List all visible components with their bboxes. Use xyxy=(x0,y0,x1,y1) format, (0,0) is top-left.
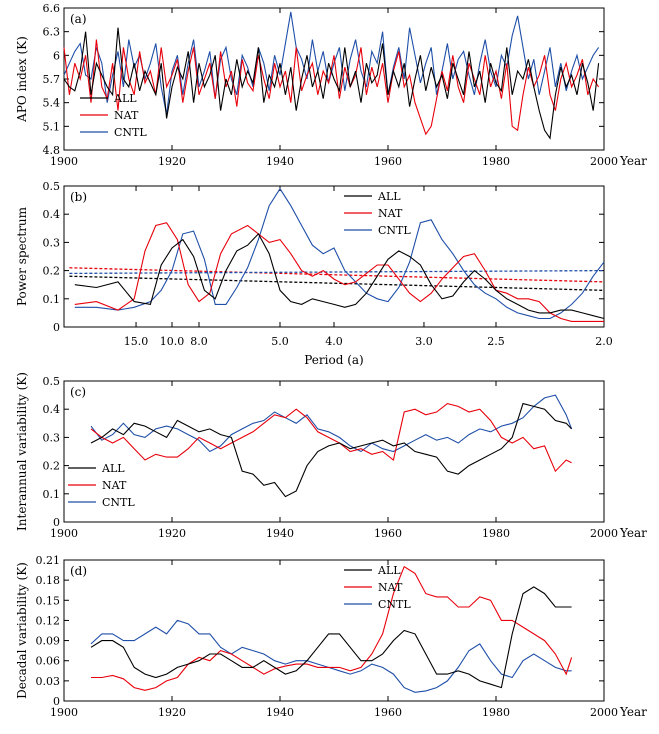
x-tick-label: 1940 xyxy=(266,155,294,168)
series-line-nat xyxy=(74,222,604,322)
series-line-cntl xyxy=(63,11,600,115)
panel-1: 0 0.1 0.2 0.3 0.4 0.5 15.0 10.0 8.0 5.0 4.0 3.0 2.5 2… xyxy=(15,180,613,367)
x-tick-label: 1920 xyxy=(158,155,186,168)
x-tick-label: 15.0 xyxy=(124,335,149,348)
x-tick-label: 1960 xyxy=(374,527,402,540)
plot-frame xyxy=(63,559,605,702)
legend-label-cntl: CNTL xyxy=(378,224,411,237)
y-axis-label: Decadal variability (K) xyxy=(15,562,29,699)
x-tick-label: 5.0 xyxy=(271,335,289,348)
y-tick-label: 0.5 xyxy=(43,375,61,388)
x-tick-label: 1920 xyxy=(158,706,186,719)
series-line-nat xyxy=(90,402,572,473)
y-tick-label: 0.4 xyxy=(43,403,61,416)
x-tick-label: 1980 xyxy=(482,155,510,168)
x-tick-label: 1900 xyxy=(50,155,78,168)
panel-3: 0 0.03 0.06 0.09 0.12 0.15 0.18 0.21 1900 1920 194… xyxy=(15,554,647,719)
legend-label-cntl: CNTL xyxy=(102,496,135,509)
x-tick-label: 2000 xyxy=(590,155,618,168)
x-tick-label: 1900 xyxy=(50,527,78,540)
x-tick-label: 4.0 xyxy=(325,335,343,348)
x-axis-label: Year xyxy=(619,154,647,168)
y-tick-label: 5.7 xyxy=(43,73,61,86)
y-tick-label: 0.2 xyxy=(43,265,61,278)
y-axis-label: APO index (K) xyxy=(15,36,29,123)
panel-label: (a) xyxy=(70,12,87,26)
x-tick-label: 1940 xyxy=(266,527,294,540)
x-tick-label: 1900 xyxy=(50,706,78,719)
plot-frame xyxy=(63,380,605,523)
panel-2: 0 0.1 0.2 0.3 0.4 0.5 1900 1920 1940 1960 1980 2000… xyxy=(15,372,647,540)
y-tick-label: 6.3 xyxy=(43,26,61,39)
series-line-cntl xyxy=(90,394,573,453)
panel-label: (b) xyxy=(70,190,87,204)
y-tick-label: 0 xyxy=(53,516,60,529)
series-line-all xyxy=(63,27,600,140)
significance-line-nat xyxy=(69,267,605,283)
y-tick-label: 0.5 xyxy=(43,180,61,193)
y-tick-label: 6 xyxy=(53,49,60,62)
x-tick-label: 1980 xyxy=(482,527,510,540)
y-tick-label: 0.12 xyxy=(36,614,61,627)
series-line-all xyxy=(90,402,572,498)
plot-frame xyxy=(63,185,605,328)
legend-label-all: ALL xyxy=(101,462,125,475)
y-axis-label: Power spectrum xyxy=(15,206,29,306)
y-tick-label: 0.15 xyxy=(36,594,61,607)
legend-label-nat: NAT xyxy=(378,581,403,594)
y-tick-label: 0.4 xyxy=(43,208,61,221)
y-tick-label: 0.2 xyxy=(43,460,61,473)
x-axis-label: Period (a) xyxy=(304,353,363,367)
y-tick-label: 0 xyxy=(53,321,60,334)
series-line-cntl xyxy=(90,619,572,693)
y-tick-label: 0.1 xyxy=(43,293,61,306)
y-tick-label: 0.3 xyxy=(43,236,61,249)
x-tick-label: 10.0 xyxy=(160,335,185,348)
y-tick-label: 6.6 xyxy=(43,2,61,15)
legend-label-nat: NAT xyxy=(114,109,139,122)
series-line-nat xyxy=(91,565,573,691)
y-tick-label: 4.8 xyxy=(43,144,61,157)
x-tick-label: 2.0 xyxy=(595,335,613,348)
panel-0: 4.8 5.1 5.4 5.7 6 6.3 6.6 1900 1920 1940 1960 1980 2… xyxy=(15,2,647,168)
x-tick-label: 2.5 xyxy=(487,335,505,348)
x-tick-label: 1940 xyxy=(266,706,294,719)
legend-label-all: ALL xyxy=(377,190,401,203)
y-axis-label: Interannual variability (K) xyxy=(15,372,29,531)
legend-label-all: ALL xyxy=(113,92,137,105)
legend-label-nat: NAT xyxy=(102,479,127,492)
legend-label-nat: NAT xyxy=(378,207,403,220)
x-tick-label: 8.0 xyxy=(190,335,208,348)
y-tick-label: 0.03 xyxy=(36,675,61,688)
panel-label: (d) xyxy=(70,564,87,578)
x-tick-label: 1980 xyxy=(482,706,510,719)
series-line-all xyxy=(90,586,572,689)
legend-label-all: ALL xyxy=(377,564,401,577)
x-axis-label: Year xyxy=(619,705,647,719)
significance-line-all xyxy=(69,275,605,291)
y-tick-label: 0.3 xyxy=(43,431,61,444)
series-line-nat xyxy=(63,39,600,136)
x-tick-label: 3.0 xyxy=(415,335,433,348)
y-tick-label: 0.21 xyxy=(36,554,61,567)
x-tick-label: 1960 xyxy=(374,706,402,719)
legend-label-cntl: CNTL xyxy=(378,598,411,611)
x-tick-label: 2000 xyxy=(590,706,618,719)
y-tick-label: 5.4 xyxy=(43,97,61,110)
x-tick-label: 1920 xyxy=(158,527,186,540)
y-tick-label: 0.18 xyxy=(36,574,61,587)
x-tick-label: 2000 xyxy=(590,527,618,540)
y-tick-label: 0.1 xyxy=(43,488,61,501)
panel-label: (c) xyxy=(70,385,86,399)
y-tick-label: 0.09 xyxy=(36,635,61,648)
x-axis-label: Year xyxy=(619,526,647,540)
significance-line-cntl xyxy=(69,269,605,275)
x-tick-label: 1960 xyxy=(374,155,402,168)
legend-label-cntl: CNTL xyxy=(114,126,147,139)
y-tick-label: 0.06 xyxy=(36,655,61,668)
y-tick-label: 0 xyxy=(53,695,60,708)
y-tick-label: 5.1 xyxy=(43,120,61,133)
series-line-all xyxy=(74,232,605,320)
